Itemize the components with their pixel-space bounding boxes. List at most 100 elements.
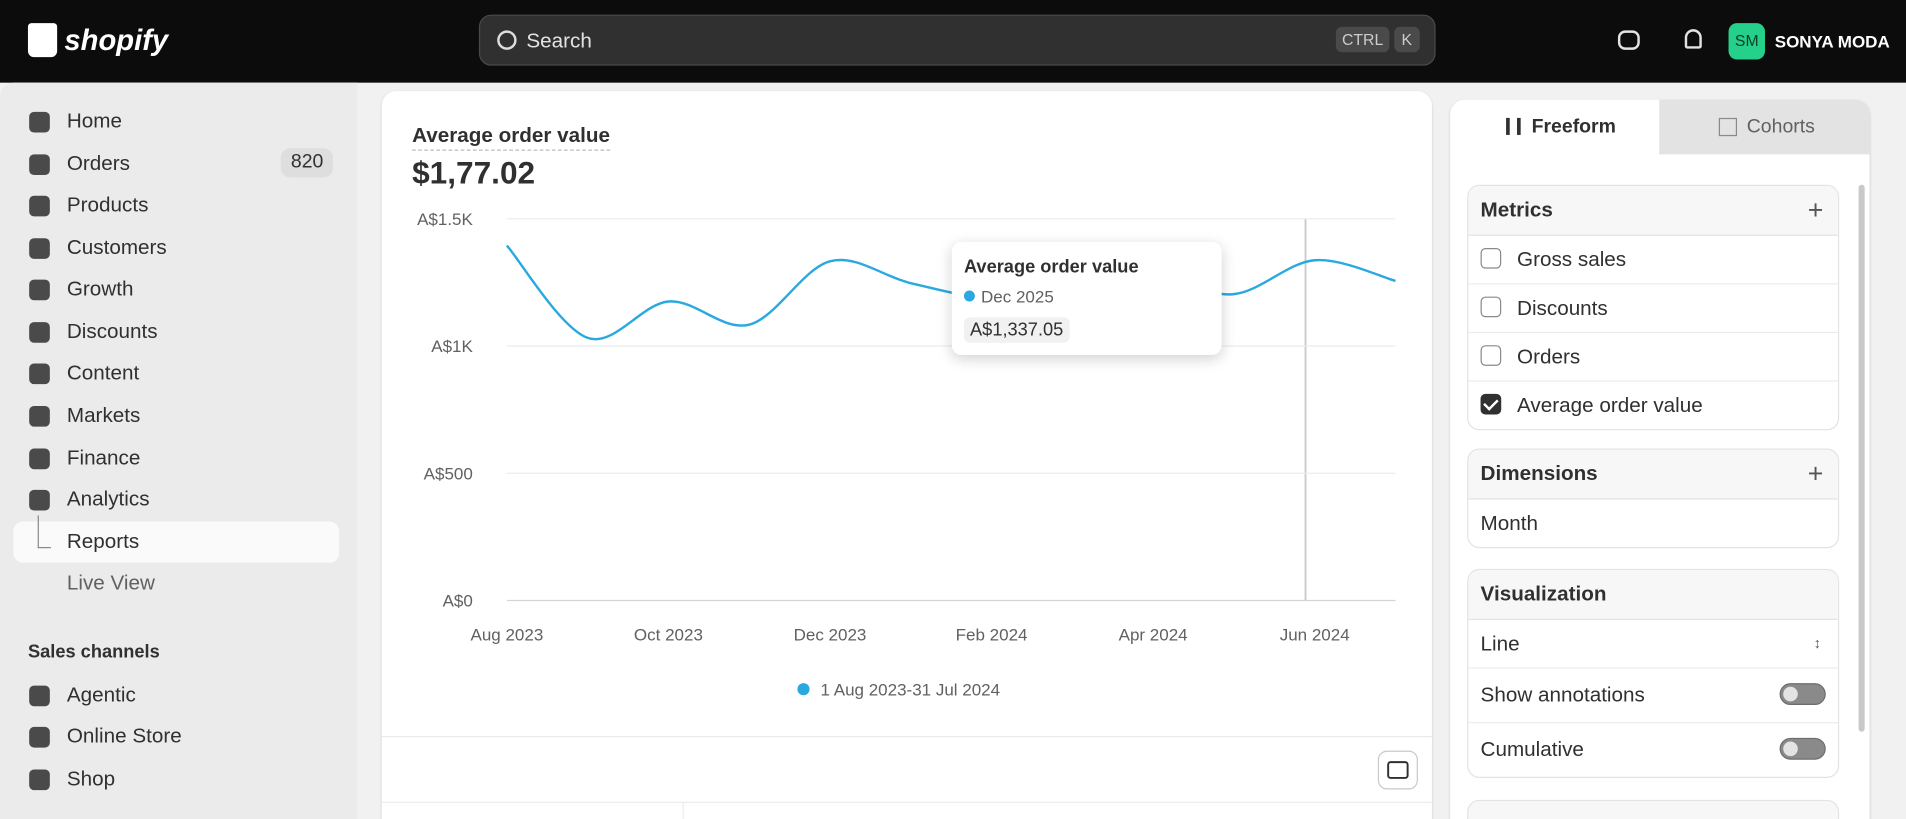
nav-item[interactable]: Finance	[0, 438, 357, 479]
toggle[interactable]	[1779, 737, 1826, 760]
nav-label: Analytics	[66, 487, 150, 511]
table-toggle[interactable]	[1377, 750, 1418, 790]
select-arrows: ↕	[1813, 634, 1821, 652]
checkbox-row[interactable]: Discounts	[1468, 284, 1838, 334]
nav-icon	[29, 405, 50, 427]
avatar[interactable]: SM	[1728, 23, 1765, 60]
store-name[interactable]: SONYA MODA	[1774, 31, 1890, 52]
nav-label: Home	[66, 109, 122, 133]
data-line	[505, 244, 1396, 341]
legend-dot	[797, 683, 810, 696]
nav-item[interactable]: Shop	[0, 759, 357, 800]
checkbox-label: Orders	[1517, 345, 1581, 369]
select-value: Line	[1480, 632, 1520, 656]
y-tick-label: A$500	[424, 464, 473, 483]
nav-icon	[29, 448, 50, 470]
y-tick-label: A$1.5K	[417, 210, 473, 229]
nav-icon	[29, 322, 50, 343]
shortcut-key: K	[1394, 26, 1420, 53]
nav-icon	[29, 489, 50, 511]
section-title: Metrics	[1480, 198, 1553, 222]
checkbox[interactable]	[1480, 345, 1502, 366]
nav-icon	[29, 111, 50, 133]
check-mark	[1483, 395, 1499, 411]
nav-label: Live View	[66, 571, 155, 595]
bell-icon[interactable]	[1684, 29, 1702, 49]
nav-item[interactable]: Customers	[0, 227, 357, 268]
nav-label: Products	[66, 193, 149, 217]
tab-bg	[1659, 99, 1870, 155]
legend-label: 1 Aug 2023-31 Jul 2024	[821, 680, 1001, 699]
toggle[interactable]	[1779, 683, 1826, 706]
toggle-label: Show annotations	[1480, 683, 1645, 707]
x-tick-label: Feb 2024	[956, 626, 1028, 645]
sidekick-icon[interactable]	[1617, 30, 1640, 50]
tab[interactable]: Cohorts	[1746, 116, 1815, 138]
nav-label: Discounts	[66, 319, 158, 343]
add-button[interactable]: +	[1807, 194, 1824, 225]
nav-item[interactable]: Markets	[0, 395, 357, 436]
selected-bg	[13, 521, 340, 563]
checkbox-row[interactable]: Average order value	[1468, 382, 1838, 429]
tooltip-dot	[963, 290, 975, 302]
x-tick-label: Oct 2023	[634, 626, 703, 645]
metrics-section: Metrics + Gross sales Discounts Orders Avera…	[1467, 184, 1840, 431]
checkbox-row[interactable]: Orders	[1468, 333, 1838, 382]
checkbox[interactable]	[1480, 393, 1502, 415]
chart-title[interactable]: Average order value	[412, 124, 611, 151]
badge: 820	[281, 148, 334, 178]
toggle-row: Show annotations	[1468, 669, 1838, 724]
logo-icon	[27, 23, 58, 58]
add-button[interactable]: +	[1807, 458, 1824, 489]
nav-item[interactable]: Reports	[0, 521, 357, 562]
checkbox-label: Gross sales	[1517, 247, 1627, 272]
top-bar: shopify Search CTRL K SM SONYA MODA	[0, 0, 1906, 83]
x-tick-label: Jun 2024	[1280, 626, 1350, 645]
select[interactable]: Line ↕	[1468, 620, 1838, 669]
nav-item[interactable]: Orders 820	[0, 143, 357, 184]
nav-item[interactable]: Analytics	[0, 479, 357, 520]
section-label[interactable]: Sales channels	[27, 641, 160, 663]
nav-item[interactable]: Content	[0, 353, 357, 394]
nav-item[interactable]: Agentic	[0, 675, 357, 716]
tab[interactable]: Freeform	[1531, 116, 1616, 138]
nav-label: Markets	[66, 403, 141, 427]
checkbox[interactable]	[1480, 247, 1502, 269]
section-title: Dimensions	[1480, 461, 1598, 486]
dimension[interactable]: Month	[1480, 511, 1538, 535]
checkbox-row[interactable]: Gross sales	[1468, 236, 1838, 285]
logo[interactable]: shopify	[64, 24, 169, 58]
nav-label: Reports	[66, 529, 140, 554]
tooltip-value: A$1,337.05	[963, 317, 1070, 343]
nav-label: Orders	[66, 151, 131, 176]
nav-item[interactable]: Live View	[0, 563, 357, 604]
shortcut-key: CTRL	[1335, 26, 1390, 53]
nav-item[interactable]: Online Store	[0, 716, 357, 757]
sidebar: Home Orders 820 Products Customers Growth Disc…	[0, 82, 358, 819]
search-box[interactable]: Search CTRL K	[478, 14, 1436, 66]
nav-icon	[29, 363, 50, 385]
filters-section	[1467, 799, 1840, 819]
section-header: Dimensions +	[1468, 449, 1838, 500]
nav-icon	[29, 238, 50, 259]
nav-label: Shop	[66, 767, 116, 791]
checkbox[interactable]	[1480, 296, 1502, 318]
nav-icon	[29, 685, 50, 707]
x-tick-label: Aug 2023	[470, 626, 543, 645]
x-tick-label: Apr 2024	[1119, 626, 1188, 645]
nav-item[interactable]: Growth	[0, 269, 357, 310]
y-tick-label: A$1K	[431, 337, 473, 356]
tooltip-date: Dec 2025	[980, 286, 1054, 307]
tree-connector	[37, 515, 52, 549]
y-tick-label: A$0	[443, 592, 473, 611]
search-icon	[497, 30, 517, 50]
scrollbar	[1858, 184, 1865, 732]
nav-icon	[29, 154, 50, 176]
nav-item[interactable]: Discounts	[0, 311, 357, 352]
nav-label: Growth	[66, 277, 134, 301]
nav-item[interactable]: Home	[0, 101, 357, 142]
dimensions-section: Dimensions + Month	[1467, 448, 1840, 549]
nav-label: Agentic	[66, 683, 136, 707]
nav-item[interactable]: Products	[0, 185, 357, 226]
